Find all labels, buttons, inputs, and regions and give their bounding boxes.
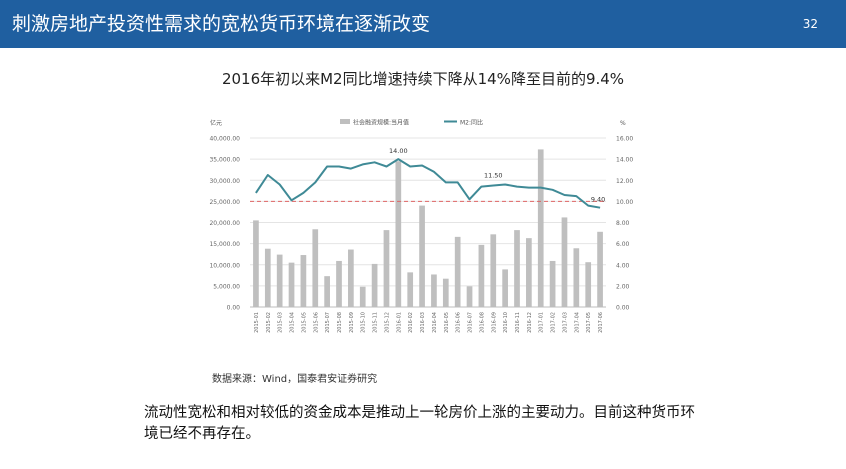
bar: [324, 276, 330, 307]
left-axis-tick-label: 25,000.00: [209, 199, 240, 206]
x-axis-tick-label: 2016-12: [527, 312, 533, 333]
right-axis-tick-label: 12.00: [616, 178, 633, 185]
body-text: 流动性宽松和相对较低的资金成本是推动上一轮房价上涨的主要动力。目前这种货币环境已…: [144, 405, 695, 442]
bar: [490, 234, 497, 307]
left-axis-unit: 亿元: [210, 119, 222, 127]
left-axis-tick-label: 10,000.00: [209, 262, 240, 269]
left-axis-tick-label: 5,000.00: [213, 283, 240, 290]
x-axis-tick-label: 2016-02: [408, 312, 414, 333]
left-axis-tick-label: 35,000.00: [209, 157, 240, 164]
right-axis-tick-label: 2.00: [616, 283, 630, 290]
x-axis-tick-label: 2017-05: [586, 312, 592, 333]
bar: [549, 260, 556, 307]
bar: [348, 249, 354, 307]
x-axis-tick-label: 2016-09: [491, 312, 497, 333]
bar: [276, 254, 283, 307]
x-axis-tick-label: 2015-07: [325, 312, 331, 333]
x-axis-tick-label: 2016-01: [396, 312, 402, 333]
bar: [359, 286, 366, 307]
bar: [454, 236, 461, 307]
source-note: 数据来源：Wind，国泰君安证券研究: [212, 374, 378, 385]
x-axis-tick-label: 2016-04: [432, 312, 438, 333]
x-axis-tick-label: 2015-10: [361, 312, 367, 333]
x-axis-tick-label: 2016-11: [515, 312, 521, 333]
right-axis-tick-label: 8.00: [616, 220, 630, 227]
bar: [466, 286, 473, 307]
bar: [419, 205, 425, 307]
right-axis-unit: %: [620, 120, 626, 127]
x-axis-tick-label: 2016-10: [503, 312, 509, 333]
bar: [264, 248, 271, 307]
bar: [573, 248, 580, 307]
x-axis-tick-label: 2015-02: [266, 312, 272, 333]
m2-line: [255, 158, 601, 209]
page-number: 32: [802, 17, 818, 31]
slide-header: 刺激房地产投资性需求的宽松货币环境在逐渐改变 32: [0, 0, 846, 48]
legend-label-line: M2:同比: [460, 119, 483, 127]
left-axis-tick-label: 0.00: [227, 305, 241, 312]
right-axis-tick-label: 0.00: [616, 305, 630, 312]
x-axis-tick-label: 2015-05: [301, 312, 307, 333]
bar: [407, 272, 414, 307]
chart-title: 2016年初以来M2同比增速持续下降从14%降至目前的9.4%: [221, 70, 625, 88]
right-axis-tick-label: 14.00: [616, 157, 633, 164]
bar: [383, 230, 390, 307]
bar: [431, 274, 437, 307]
x-axis-tick-label: 2016-03: [420, 312, 426, 333]
bar: [288, 262, 295, 307]
bar: [395, 161, 402, 307]
x-axis-tick-label: 2016-07: [468, 312, 474, 333]
bar: [336, 260, 342, 307]
bar: [502, 269, 508, 307]
x-axis-tick-label: 2017-01: [539, 312, 545, 333]
x-axis-tick-label: 2016-06: [456, 312, 462, 333]
bar: [597, 231, 603, 307]
x-axis-tick-label: 2015-08: [337, 312, 343, 333]
x-axis-tick-label: 2015-09: [349, 312, 355, 333]
bar: [526, 238, 532, 307]
x-axis-tick-label: 2016-05: [444, 312, 450, 333]
data-label: 11.50: [484, 172, 503, 180]
left-axis-tick-label: 15,000.00: [209, 241, 240, 248]
x-axis-tick-label: 2016-08: [479, 312, 485, 333]
bar: [478, 244, 485, 307]
left-axis-tick-label: 40,000.00: [209, 136, 240, 143]
legend-label-bar: 社会融资规模:当月值: [353, 119, 409, 127]
x-axis-tick-label: 2017-04: [574, 312, 580, 333]
left-axis-tick-label: 30,000.00: [209, 178, 240, 185]
x-axis-tick-label: 2017-02: [551, 312, 557, 333]
x-axis-tick-label: 2015-12: [384, 312, 390, 333]
bar: [371, 263, 378, 307]
x-axis-tick-label: 2015-01: [254, 312, 260, 333]
bar: [537, 149, 544, 307]
data-label: 14.00: [389, 147, 408, 155]
x-axis-tick-label: 2015-06: [313, 312, 319, 333]
x-axis-tick-label: 2015-11: [373, 312, 379, 333]
bar: [585, 262, 592, 307]
bar: [312, 229, 319, 307]
legend-swatch-bar: [340, 119, 350, 124]
right-axis-tick-label: 4.00: [616, 262, 630, 269]
x-axis-tick-label: 2017-03: [562, 312, 568, 333]
bar: [300, 255, 307, 307]
bar: [514, 230, 520, 307]
left-axis-tick-label: 20,000.00: [209, 220, 240, 227]
right-axis-tick-label: 16.00: [616, 136, 633, 143]
bar: [561, 217, 568, 307]
data-label: 9.40: [591, 196, 605, 204]
slide-title: 刺激房地产投资性需求的宽松货币环境在逐渐改变: [12, 13, 431, 35]
bar: [253, 220, 259, 307]
x-axis-tick-label: 2015-04: [290, 312, 296, 333]
x-axis-tick-label: 2017-06: [598, 312, 604, 333]
x-axis-tick-label: 2015-03: [278, 312, 284, 333]
right-axis-tick-label: 10.00: [616, 199, 633, 206]
bar: [442, 278, 449, 307]
right-axis-tick-label: 6.00: [616, 241, 630, 248]
